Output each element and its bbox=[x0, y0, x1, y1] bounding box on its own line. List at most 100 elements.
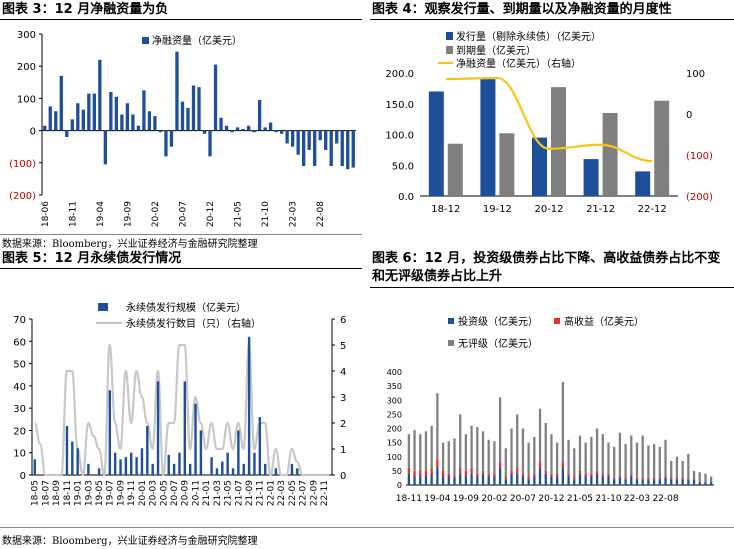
fig5-ytick-label: 40 bbox=[13, 382, 26, 393]
fig6-bar-hy bbox=[630, 475, 633, 477]
fig6-bar-ig bbox=[521, 476, 525, 485]
fig4-bar-issuance bbox=[583, 159, 599, 196]
fig5-legend-size: 永续债发行规模（亿美元） bbox=[126, 301, 246, 314]
fig6-bar-nr bbox=[459, 414, 462, 469]
fig6-bar-ig bbox=[436, 468, 439, 485]
fig6-bar-nr bbox=[498, 397, 502, 463]
fig56-source: 数据来源：Bloomberg，兴业证券经济与金融研究院整理 bbox=[2, 536, 258, 547]
fig3-bar bbox=[158, 130, 163, 133]
fig6-bar-hy bbox=[498, 462, 502, 469]
fig3-bar bbox=[54, 111, 58, 131]
fig6-xtick-label: 20-12 bbox=[538, 494, 564, 504]
fig5-bar bbox=[167, 454, 170, 475]
fig6-bar-ig bbox=[561, 468, 564, 485]
fig3-bar bbox=[125, 103, 130, 131]
fig3-xtick-label: 20-12 bbox=[206, 201, 216, 227]
fig5-bar bbox=[258, 417, 262, 475]
fig6-bar-nr bbox=[516, 414, 519, 469]
fig6-bar-nr bbox=[521, 428, 525, 474]
fig6-ytick-label: 300 bbox=[387, 396, 402, 405]
fig6-bar-nr bbox=[692, 470, 696, 480]
fig6-bar-nr bbox=[476, 427, 479, 474]
fig6-bar-nr bbox=[687, 453, 690, 480]
fig5-bar bbox=[130, 452, 133, 475]
fig6-bar-nr bbox=[493, 441, 496, 474]
fig6-bar-nr bbox=[618, 432, 622, 477]
fig6-bar-nr bbox=[504, 448, 507, 477]
fig6-bar-hy bbox=[550, 473, 553, 477]
fig3-bar bbox=[279, 130, 284, 134]
fig6-bar-ig bbox=[590, 476, 593, 485]
fig6-bar-nr bbox=[675, 456, 679, 478]
fig5-bar bbox=[113, 452, 117, 475]
fig3-bar bbox=[285, 130, 289, 144]
fig3-title-rule bbox=[0, 19, 362, 20]
fig6-bar-hy bbox=[419, 470, 422, 477]
fig3-bar bbox=[263, 127, 267, 131]
fig6-bar-ig bbox=[681, 479, 684, 485]
fig6-bar-nr bbox=[436, 393, 439, 460]
fig5-xtick-label: 19-11 bbox=[127, 480, 137, 506]
fig6-bar-nr bbox=[424, 431, 428, 471]
fig4-y2tick-label: 0 bbox=[686, 110, 692, 121]
fig3-xtick-label: 19-09 bbox=[123, 201, 133, 227]
fig6-bar-ig bbox=[675, 479, 679, 485]
fig6-bar-ig bbox=[601, 476, 604, 485]
fig5-bar bbox=[296, 468, 299, 475]
fig6-bar-hy bbox=[516, 468, 519, 474]
fig5-xtick-label: 20-11 bbox=[191, 480, 201, 506]
fig6-bar-ig bbox=[419, 476, 422, 485]
fig5-line-count bbox=[33, 343, 330, 477]
fig6-bar-ig bbox=[710, 482, 713, 485]
fig4-ytick-label: 0.0 bbox=[398, 192, 414, 203]
fig6-bar-ig bbox=[556, 476, 559, 485]
fig6-bar-hy bbox=[407, 468, 410, 474]
fig6-ytick-label: 350 bbox=[387, 382, 402, 391]
fig3-xtick-label: 18-06 bbox=[41, 201, 51, 227]
fig4-bar-issuance bbox=[635, 171, 651, 196]
fig5-bar bbox=[97, 468, 101, 475]
fig6-title-rule bbox=[370, 287, 734, 288]
fig6-bar-nr bbox=[710, 476, 713, 483]
fig4-ytick-label: 200.0 bbox=[385, 69, 414, 80]
fig6-bar-nr bbox=[561, 381, 564, 463]
fig6-bar-ig bbox=[407, 473, 410, 485]
fig6-bar-nr bbox=[670, 460, 673, 478]
fig5-bar bbox=[140, 448, 144, 475]
fig6-bar-ig bbox=[687, 479, 690, 485]
fig6-bar-nr bbox=[704, 473, 707, 483]
fig6-bar-nr bbox=[698, 472, 701, 483]
fig5-ytick-label: 70 bbox=[13, 315, 26, 326]
fig6-bar-hy bbox=[413, 470, 416, 477]
fig5-xtick-label: 20-09 bbox=[181, 480, 191, 506]
fig3-bar bbox=[109, 91, 113, 131]
fig6-bar-hy bbox=[533, 473, 536, 477]
fig4-legend-net: 净融资量（亿美元）（右轴） bbox=[456, 57, 581, 70]
fig6-bar-ig bbox=[670, 479, 673, 485]
fig6-bar-hy bbox=[476, 473, 479, 477]
fig3-xtick-label: 22-03 bbox=[289, 201, 299, 227]
fig5-bar bbox=[183, 381, 187, 475]
fig6-bar-ig bbox=[476, 476, 479, 485]
fig6-bar-hy bbox=[590, 473, 593, 477]
fig3-bar bbox=[241, 128, 245, 131]
fig6-bar-nr bbox=[584, 442, 587, 474]
fig4-ytick-label: 50.0 bbox=[392, 161, 414, 172]
fig5-ytick-label: 20 bbox=[13, 426, 26, 437]
fig6-bar-hy bbox=[624, 477, 627, 480]
fig3-bar bbox=[335, 130, 339, 144]
fig5-bar bbox=[253, 452, 256, 475]
fig6-bar-nr bbox=[510, 428, 513, 471]
fig6-bar-ig bbox=[533, 476, 536, 485]
fig6-xtick-label: 20-02 bbox=[481, 494, 507, 504]
fig4-legend-issuance: 发行量（剔除永续债）（亿美元） bbox=[456, 30, 601, 43]
fig6-bar-hy bbox=[459, 468, 462, 474]
fig6-bar-hy bbox=[436, 459, 439, 469]
fig3-ytick-label: (200) bbox=[9, 191, 36, 202]
fig6-bar-ig bbox=[578, 473, 582, 485]
fig6-bar-hy bbox=[664, 476, 667, 478]
fig6-bar-hy bbox=[464, 470, 468, 477]
fig5-xtick-label: 21-05 bbox=[224, 480, 234, 506]
fig6-bar-nr bbox=[578, 435, 582, 471]
fig3-bar bbox=[142, 90, 146, 131]
